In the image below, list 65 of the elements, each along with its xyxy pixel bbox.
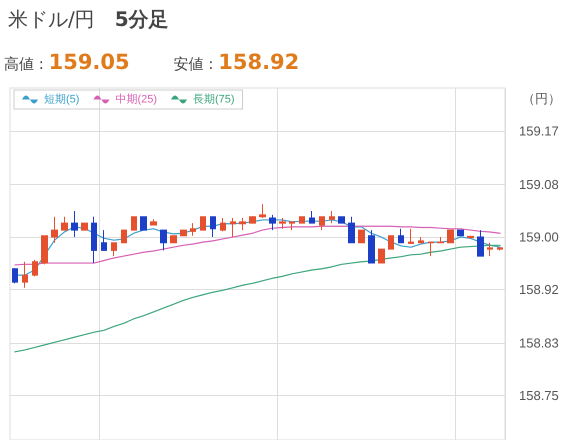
candlestick bbox=[289, 221, 295, 231]
line-series bbox=[14, 226, 501, 266]
candlestick bbox=[51, 216, 58, 244]
candlestick bbox=[220, 218, 226, 232]
candlestick bbox=[378, 248, 385, 264]
candlestick bbox=[477, 230, 484, 257]
line-series bbox=[14, 244, 501, 352]
text: 高値 : 159.05 bbox=[4, 50, 130, 74]
y-tick-label: 159.08 bbox=[519, 176, 559, 192]
text: 短期(5) bbox=[44, 94, 80, 106]
candlestick bbox=[160, 230, 167, 251]
candlestick bbox=[279, 218, 286, 230]
candlestick bbox=[388, 235, 394, 250]
candlestick bbox=[170, 235, 177, 244]
candlestick bbox=[497, 247, 503, 251]
candlestick bbox=[457, 230, 464, 236]
candlestick bbox=[22, 261, 28, 288]
candlestick bbox=[210, 216, 216, 238]
candlestick bbox=[91, 216, 97, 264]
y-tick-label: 158.83 bbox=[519, 335, 559, 350]
candlestick bbox=[368, 230, 375, 264]
text: 中期(25) bbox=[115, 92, 158, 106]
text: 長期(75) bbox=[193, 94, 235, 106]
candlestick bbox=[230, 218, 236, 238]
candlestick bbox=[358, 230, 365, 244]
candlestick bbox=[180, 230, 187, 236]
candlestick bbox=[269, 214, 276, 231]
candlestick bbox=[200, 216, 206, 231]
candlestick bbox=[150, 218, 157, 226]
candlestick bbox=[329, 210, 335, 224]
candlestick bbox=[447, 230, 454, 244]
chart-title: 米ドル/円 5分足 bbox=[8, 6, 169, 33]
candlestick bbox=[467, 235, 474, 239]
candlestick bbox=[309, 210, 315, 224]
candlestick bbox=[61, 216, 68, 231]
candlestick bbox=[121, 230, 127, 244]
candlestick bbox=[41, 235, 48, 265]
candlestick bbox=[348, 216, 355, 244]
candlestick bbox=[111, 242, 117, 257]
y-axis-title: （円） bbox=[522, 91, 561, 108]
candlestick bbox=[408, 228, 414, 245]
candlestick bbox=[487, 242, 493, 257]
candlestick bbox=[398, 228, 404, 244]
candlestick bbox=[437, 236, 444, 244]
candlestick bbox=[71, 210, 78, 238]
candlestick bbox=[81, 222, 88, 231]
text: 安値 : 158.92 bbox=[174, 50, 300, 74]
candlestick bbox=[190, 222, 196, 236]
candlestick bbox=[12, 268, 18, 284]
candlestick bbox=[418, 236, 424, 244]
candlestick bbox=[32, 259, 38, 277]
y-tick-label: 159.00 bbox=[519, 230, 559, 245]
candlestick bbox=[249, 216, 256, 224]
candlestick bbox=[428, 242, 434, 257]
candlestick bbox=[239, 218, 246, 231]
candlestick bbox=[338, 216, 345, 224]
candlestick bbox=[101, 230, 107, 251]
y-tick-label: 159.17 bbox=[519, 124, 559, 139]
candlestick bbox=[259, 204, 266, 219]
y-tick-label: 158.92 bbox=[519, 282, 559, 298]
candlestick bbox=[319, 216, 325, 231]
candlestick bbox=[299, 216, 305, 224]
candlestick bbox=[140, 216, 147, 231]
y-tick-label: 158.75 bbox=[519, 388, 559, 404]
candlestick bbox=[131, 216, 137, 231]
